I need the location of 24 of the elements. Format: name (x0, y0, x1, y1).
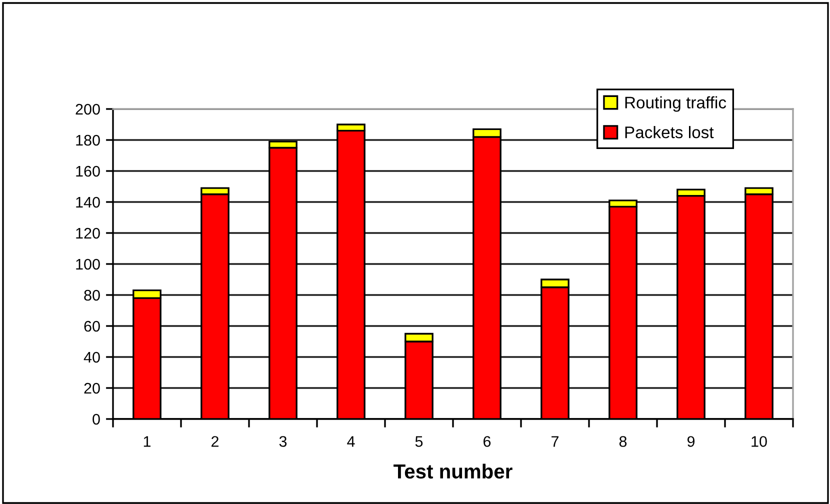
legend-label: Routing traffic (625, 96, 726, 112)
x-tick-label: 8 (619, 436, 627, 447)
y-tick-label: 100 (76, 258, 100, 270)
x-tick-label: 2 (212, 436, 218, 447)
y-tick-label: 160 (76, 166, 100, 177)
y-tick-label: 20 (84, 382, 100, 394)
x-tick-label: 6 (484, 436, 491, 447)
x-tick-label: 4 (347, 436, 355, 447)
y-tick-label: 200 (76, 104, 100, 115)
x-tick-label: 9 (687, 436, 695, 447)
x-tick-label: 5 (415, 436, 423, 447)
x-tick-label: 3 (279, 436, 287, 447)
x-axis-title: Test number (394, 464, 512, 479)
legend-label: Packets lost (625, 126, 714, 138)
y-tick-label: 60 (84, 320, 100, 332)
x-tick-label: 1 (144, 436, 151, 447)
x-tick-label: 7 (552, 436, 558, 447)
y-tick-label: 120 (76, 228, 100, 239)
y-tick-label: 140 (76, 196, 100, 208)
y-tick-label: 80 (84, 290, 100, 301)
y-tick-label: 0 (92, 414, 100, 425)
y-tick-label: 180 (76, 134, 100, 146)
y-tick-label: 40 (84, 352, 100, 363)
x-tick-label: 10 (752, 436, 767, 447)
